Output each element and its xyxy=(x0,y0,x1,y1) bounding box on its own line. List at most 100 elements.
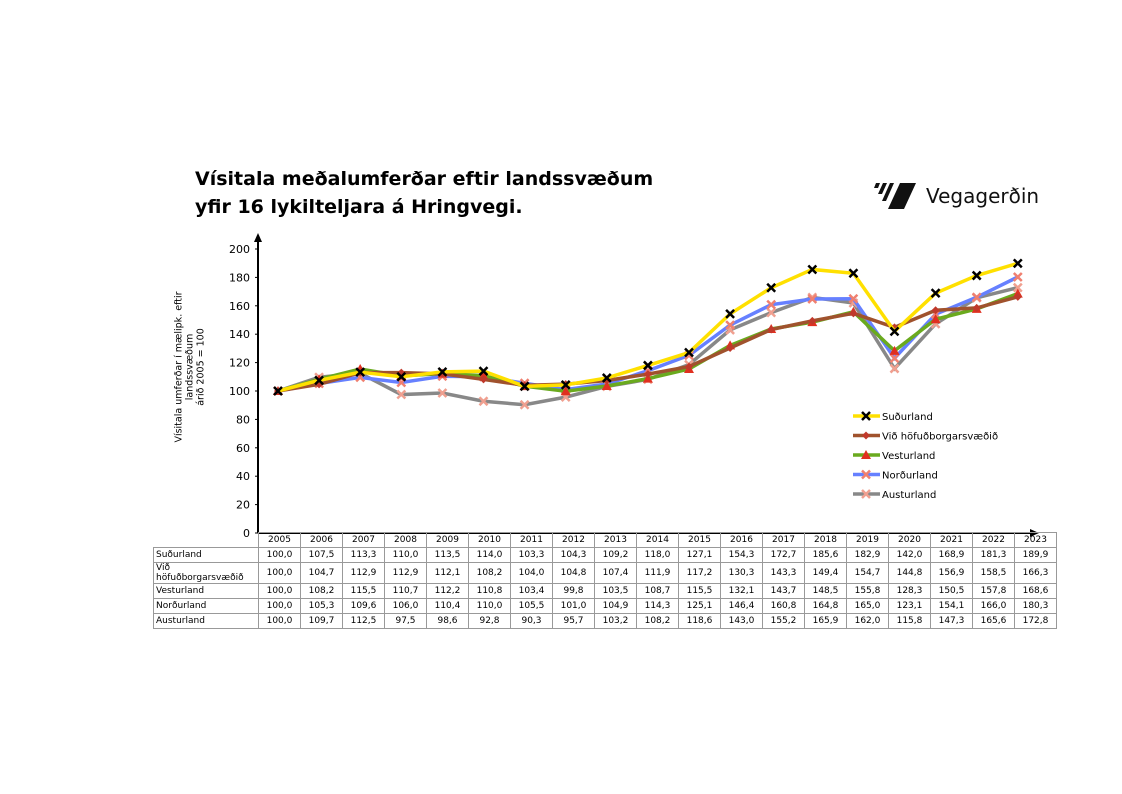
data-label: 100,0 xyxy=(258,613,301,629)
data-point-marker xyxy=(437,366,448,377)
data-label: 114,0 xyxy=(468,547,511,563)
data-point-marker xyxy=(862,431,870,440)
series-Austurland xyxy=(273,282,1023,410)
data-point-marker xyxy=(930,314,941,324)
data-label: 106,0 xyxy=(384,598,427,614)
data-label: 112,1 xyxy=(426,562,469,584)
row-label: Norðurland xyxy=(153,598,259,614)
data-point-marker xyxy=(861,411,871,421)
data-point-marker xyxy=(273,386,283,396)
data-label: 149,4 xyxy=(804,562,847,584)
data-point-marker xyxy=(1012,272,1023,282)
legend-item: Vesturland xyxy=(853,450,935,462)
data-label: 154,3 xyxy=(720,547,763,563)
data-label: 130,3 xyxy=(720,562,763,584)
data-label: 108,7 xyxy=(636,583,679,599)
table-row: Norðurland 100,0 105,3 109,6 106,0 110,4 110,0… xyxy=(153,598,1057,614)
data-label: 155,8 xyxy=(846,583,889,599)
data-point-marker xyxy=(861,450,871,459)
data-label: 109,6 xyxy=(342,598,385,614)
x-tick-label: 2011 xyxy=(510,532,553,548)
data-label: 115,5 xyxy=(342,583,385,599)
data-label: 105,5 xyxy=(510,598,553,614)
data-point-marker xyxy=(396,389,407,400)
legend-item: Austurland xyxy=(853,489,936,501)
data-point-marker xyxy=(643,370,652,379)
logo-text: Vegagerðin xyxy=(926,184,1040,208)
data-label: 132,1 xyxy=(720,583,763,599)
data-label: 115,5 xyxy=(678,583,721,599)
data-point-marker xyxy=(767,325,776,334)
x-tick-label: 2006 xyxy=(300,532,343,548)
data-label: 164,8 xyxy=(804,598,847,614)
data-label: 103,3 xyxy=(510,547,553,563)
x-tick-label: 2020 xyxy=(888,532,931,548)
data-point-marker xyxy=(560,380,571,390)
data-label: 112,2 xyxy=(426,583,469,599)
legend-label: Suðurland xyxy=(882,412,933,423)
data-label: 108,2 xyxy=(300,583,343,599)
x-tick-label: 2009 xyxy=(426,532,469,548)
legend-label: Vesturland xyxy=(882,451,935,462)
y-tick-label: 200 xyxy=(229,243,250,256)
data-label: 103,5 xyxy=(594,583,637,599)
row-label: Austurland xyxy=(153,613,259,629)
data-label: 105,3 xyxy=(300,598,343,614)
data-label: 100,0 xyxy=(258,562,301,584)
data-label: 114,3 xyxy=(636,598,679,614)
data-label: 110,0 xyxy=(384,547,427,563)
data-point-marker xyxy=(930,288,941,299)
data-label: 104,7 xyxy=(300,562,343,584)
data-label: 101,0 xyxy=(552,598,595,614)
data-point-marker xyxy=(766,299,777,310)
data-point-marker xyxy=(1013,292,1022,301)
row-label: Suðurland xyxy=(153,547,259,563)
data-label: 125,1 xyxy=(678,598,721,614)
data-label: 103,4 xyxy=(510,583,553,599)
data-label: 112,9 xyxy=(342,562,385,584)
data-label: 123,1 xyxy=(888,598,931,614)
data-label: 112,9 xyxy=(384,562,427,584)
data-label: 104,8 xyxy=(552,562,595,584)
y-tick-label: 80 xyxy=(236,413,250,426)
data-point-marker xyxy=(726,343,735,352)
data-label: 165,6 xyxy=(972,613,1015,629)
x-tick-label: 2010 xyxy=(468,532,511,548)
data-point-marker xyxy=(684,347,694,358)
data-point-marker xyxy=(889,363,900,374)
data-point-marker xyxy=(931,306,940,315)
data-point-marker xyxy=(766,307,777,318)
y-axis-arrow xyxy=(254,233,262,242)
data-label: 99,8 xyxy=(552,583,595,599)
data-point-marker xyxy=(601,381,612,391)
data-label: 113,3 xyxy=(342,547,385,563)
data-label: 154,1 xyxy=(930,598,973,614)
data-point-marker xyxy=(355,367,366,377)
data-label: 98,6 xyxy=(426,613,469,629)
data-point-marker xyxy=(396,371,407,382)
data-label: 109,2 xyxy=(594,547,637,563)
data-label: 154,7 xyxy=(846,562,889,584)
data-label: 185,6 xyxy=(804,547,847,563)
table-row: Suðurland 100,0 107,5 113,3 110,0 113,5 114,0 1… xyxy=(153,547,1057,563)
data-label: 172,7 xyxy=(762,547,805,563)
y-tick-label: 60 xyxy=(236,442,250,455)
y-tick-label: 100 xyxy=(229,385,250,398)
data-point-marker xyxy=(1012,258,1023,269)
x-tick-label: 2021 xyxy=(930,532,973,548)
data-label: 110,0 xyxy=(468,598,511,614)
data-label: 117,2 xyxy=(678,562,721,584)
data-label: 113,5 xyxy=(426,547,469,563)
table-row: Vesturland 100,0 108,2 115,5 110,7 112,2 110,8… xyxy=(153,583,1057,599)
data-point-marker xyxy=(889,345,900,355)
series-Suðurland xyxy=(273,258,1023,396)
data-label: 118,6 xyxy=(678,613,721,629)
data-table: 2005 2006 2007 2008 2009 2010 2011 2012 2013 2014… xyxy=(153,532,1057,629)
legend-item: Við höfuðborgarsvæðið xyxy=(853,431,998,443)
data-point-marker xyxy=(601,373,612,383)
data-label: 168,6 xyxy=(1014,583,1057,599)
logo-stripes-icon xyxy=(874,183,916,209)
x-tick-label: 2019 xyxy=(846,532,889,548)
data-label: 162,0 xyxy=(846,613,889,629)
data-label: 110,7 xyxy=(384,583,427,599)
